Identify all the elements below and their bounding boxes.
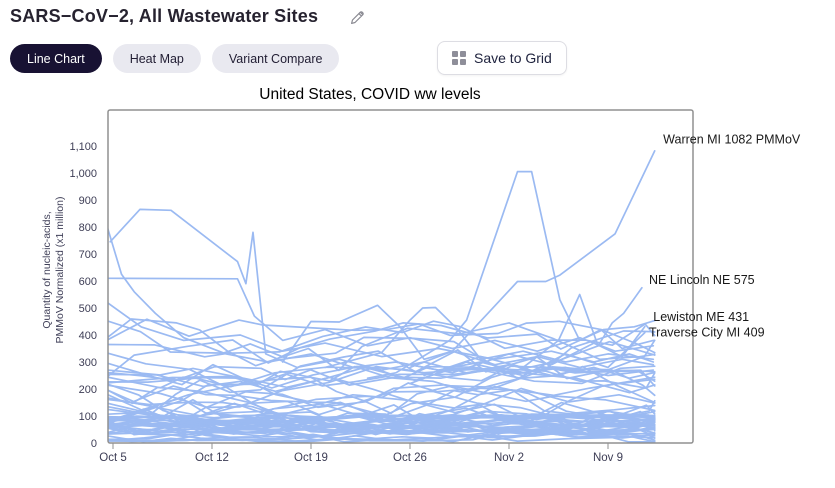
edit-pencil-icon[interactable] xyxy=(348,9,366,27)
grid-icon xyxy=(452,51,466,65)
svg-text:400: 400 xyxy=(79,330,97,342)
svg-text:1,100: 1,100 xyxy=(69,141,97,153)
annotations: Warren MI 1082 PMMoV NE Lincoln NE 575 Lew… xyxy=(649,132,801,339)
svg-text:NE Lincoln NE 575: NE Lincoln NE 575 xyxy=(649,273,755,287)
series-lines xyxy=(108,150,656,443)
svg-text:500: 500 xyxy=(79,303,97,315)
svg-text:Oct 26: Oct 26 xyxy=(393,452,427,464)
chart-title: United States, COVID ww levels xyxy=(259,86,481,103)
svg-text:100: 100 xyxy=(79,411,97,423)
tab-variant-compare[interactable]: Variant Compare xyxy=(211,44,340,73)
svg-text:Oct 19: Oct 19 xyxy=(294,452,328,464)
tab-line-chart[interactable]: Line Chart xyxy=(10,44,102,73)
svg-text:700: 700 xyxy=(79,249,97,261)
svg-text:Warren MI 1082 PMMoV: Warren MI 1082 PMMoV xyxy=(663,132,801,146)
chart-type-tabs: Line Chart Heat Map Variant Compare xyxy=(10,44,340,73)
page-title: SARS−CoV−2, All Wastewater Sites xyxy=(10,6,319,26)
svg-text:Traverse City MI 409: Traverse City MI 409 xyxy=(649,325,765,339)
svg-text:Nov 9: Nov 9 xyxy=(593,452,623,464)
svg-text:300: 300 xyxy=(79,357,97,369)
svg-text:0: 0 xyxy=(91,438,97,450)
svg-text:600: 600 xyxy=(79,276,97,288)
svg-text:Nov 2: Nov 2 xyxy=(494,452,524,464)
axes: 0 100 200 300 400 500 600 700 800 900 1,000 1,100 Oc… xyxy=(69,141,623,464)
tab-heat-map[interactable]: Heat Map xyxy=(112,44,201,73)
svg-text:200: 200 xyxy=(79,384,97,396)
svg-text:Lewiston ME 431: Lewiston ME 431 xyxy=(653,310,749,324)
svg-text:800: 800 xyxy=(79,222,97,234)
svg-text:1,000: 1,000 xyxy=(69,168,97,180)
plot-border xyxy=(107,109,694,444)
svg-text:Oct 5: Oct 5 xyxy=(99,452,126,464)
save-to-grid-label: Save to Grid xyxy=(474,50,552,66)
svg-text:Oct 12: Oct 12 xyxy=(195,452,229,464)
svg-text:900: 900 xyxy=(79,195,97,207)
save-to-grid-button[interactable]: Save to Grid xyxy=(437,41,567,75)
